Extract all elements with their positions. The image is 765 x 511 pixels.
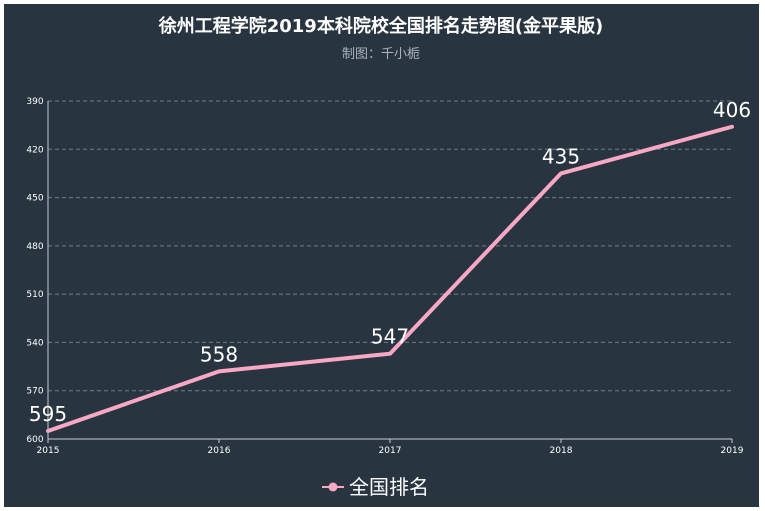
x-tick-label: 2019	[721, 446, 744, 456]
x-tick-label: 2017	[379, 446, 402, 456]
y-tick-label: 570	[26, 387, 43, 397]
x-tick-label: 2015	[37, 446, 60, 456]
data-label: 435	[542, 144, 580, 168]
legend-item[interactable]: 全国排名	[322, 475, 429, 499]
line-chart: 徐州工程学院2019本科院校全国排名走势图(金平果版) 制图：千小栀 390 42…	[26, 15, 751, 499]
x-tick-label: 2016	[208, 446, 231, 456]
y-tick-label: 480	[26, 242, 43, 252]
chart-title: 徐州工程学院2019本科院校全国排名走势图(金平果版)	[158, 15, 604, 37]
data-label: 558	[200, 342, 238, 366]
y-tick-label: 450	[26, 194, 43, 204]
y-tick-label: 390	[26, 97, 43, 107]
y-tick-label: 540	[26, 338, 43, 348]
data-label: 406	[713, 98, 751, 122]
series-line-national-rank	[46, 124, 734, 433]
data-label: 547	[371, 325, 409, 349]
legend-label: 全国排名	[349, 475, 429, 499]
legend-dot-icon	[328, 482, 338, 492]
y-tick-label: 510	[26, 290, 43, 300]
chart-subtitle: 制图：千小栀	[342, 47, 420, 62]
chart-panel: 徐州工程学院2019本科院校全国排名走势图(金平果版) 制图：千小栀 390 42…	[4, 4, 759, 507]
data-label: 595	[29, 402, 67, 426]
y-tick-label: 600	[26, 435, 43, 445]
y-tick-label: 420	[26, 145, 43, 155]
x-tick-label: 2018	[550, 446, 573, 456]
